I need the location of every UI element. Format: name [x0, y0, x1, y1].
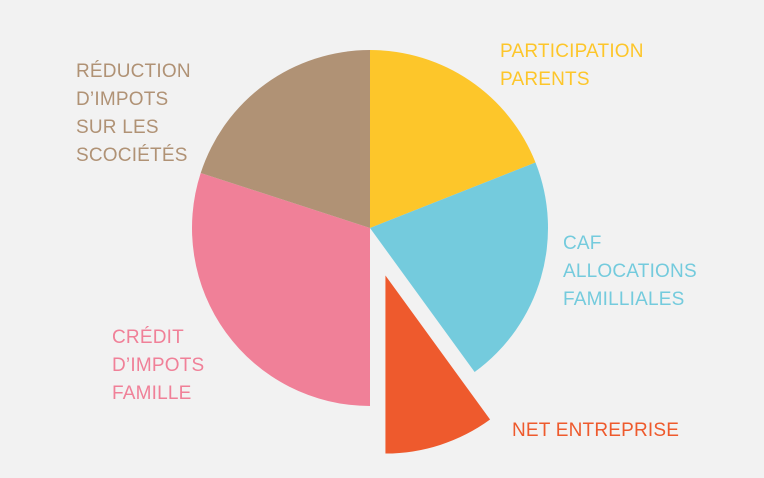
pie-slice-3: [191, 172, 370, 406]
label-net-entreprise: NET ENTREPRISE: [512, 420, 680, 441]
pie-slice-0: [370, 50, 536, 228]
label-reduction-impots: RÉDUCTION D’IMPOTS SUR LES SCOCIÉTÉS: [76, 61, 191, 166]
pie-slice-1: [370, 162, 548, 373]
pie-slice-2: [385, 275, 491, 454]
pie-slice-4: [200, 50, 370, 228]
label-caf: CAF ALLOCATIONS FAMILLIALES: [563, 233, 697, 310]
label-participation-parents: PARTICIPATION PARENTS: [500, 41, 644, 90]
label-credit-impots-famille: CRÉDIT D’IMPOTS FAMILLE: [112, 327, 205, 404]
